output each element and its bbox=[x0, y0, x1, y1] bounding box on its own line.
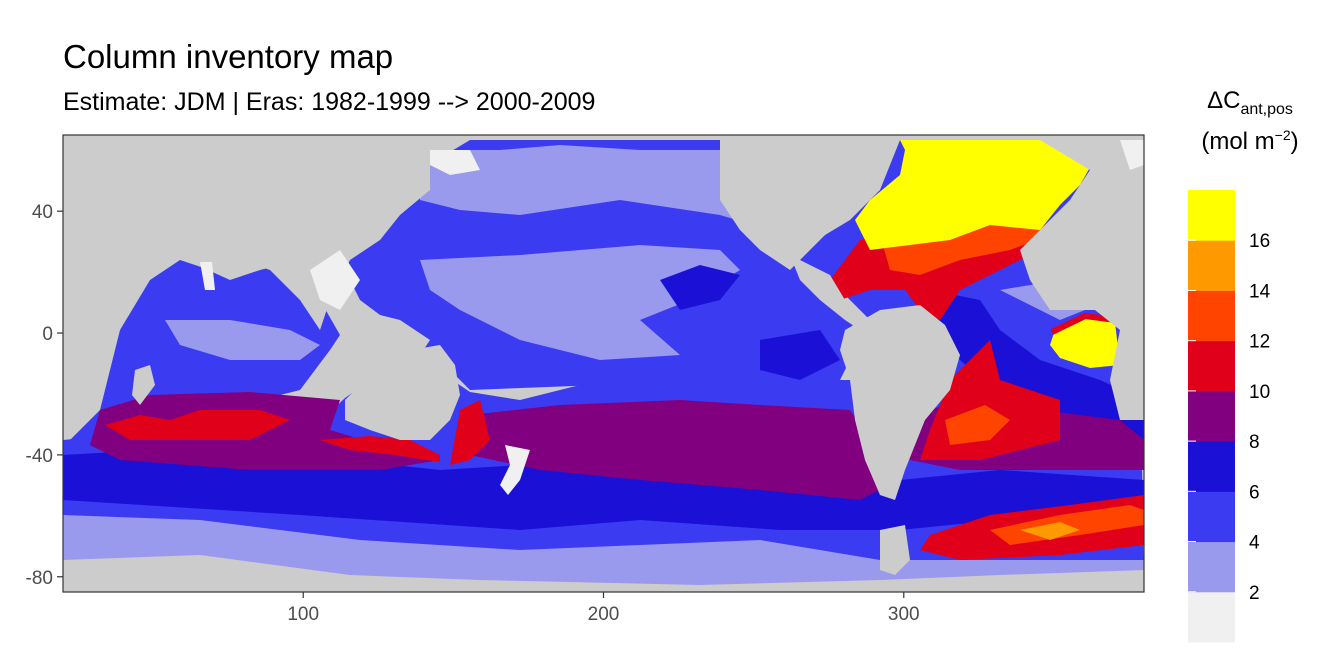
legend-break-label: 8 bbox=[1249, 432, 1260, 453]
land-masses bbox=[63, 135, 1144, 592]
legend-swatch bbox=[1188, 290, 1235, 342]
legend-title: ΔCant,pos (mol m−2) bbox=[1180, 82, 1320, 160]
map-subtitle: Estimate: JDM | Eras: 1982-1999 --> 2000… bbox=[63, 88, 596, 116]
legend-break-label: 4 bbox=[1249, 533, 1260, 554]
light-blue-indian bbox=[165, 320, 320, 360]
legend-swatch bbox=[1188, 591, 1235, 643]
legend-swatch bbox=[1188, 340, 1235, 392]
land-maritime bbox=[320, 300, 430, 355]
purple-southern-pacific bbox=[470, 400, 880, 500]
y-tick-label: 0 bbox=[42, 324, 53, 345]
x-tick-label: 100 bbox=[287, 604, 319, 625]
legend-break-label: 14 bbox=[1249, 281, 1271, 302]
red-tasman bbox=[450, 400, 490, 465]
y-tick-label: 40 bbox=[32, 202, 53, 223]
light-blue-north-pacific bbox=[420, 145, 770, 230]
legend-swatch bbox=[1188, 541, 1235, 593]
legend-color-bar: 2 4 6 8 10 12 14 16 bbox=[1188, 190, 1271, 643]
legend-swatch bbox=[1188, 190, 1235, 241]
equatorial-atlantic-yellow bbox=[1050, 318, 1120, 368]
yellow-orange-weddell bbox=[1020, 522, 1080, 540]
y-tick-label: -40 bbox=[26, 446, 53, 467]
land-central-america bbox=[790, 255, 860, 330]
legend-swatch bbox=[1188, 491, 1235, 543]
y-tick-label: -80 bbox=[26, 568, 53, 589]
red-southern-indian bbox=[105, 410, 290, 440]
legend-title-main: ΔCant,pos bbox=[1207, 87, 1293, 118]
legend-break-label: 12 bbox=[1249, 332, 1270, 353]
light-blue-subtropical-pacific bbox=[420, 245, 740, 360]
land-south-america bbox=[840, 305, 960, 500]
dark-blue-atlantic bbox=[930, 290, 1144, 440]
low-value-areas bbox=[200, 140, 1144, 495]
red-southern-australia bbox=[320, 436, 440, 462]
low-new-zealand bbox=[500, 445, 530, 495]
north-atlantic-yellow bbox=[855, 140, 1100, 250]
legend-break-label: 16 bbox=[1249, 231, 1270, 252]
low-arctic bbox=[430, 150, 480, 175]
low-red-sea bbox=[200, 262, 215, 290]
x-tick-label: 300 bbox=[888, 604, 920, 625]
equatorial-atlantic-red-rim bbox=[1050, 312, 1117, 335]
low-hudson bbox=[1120, 140, 1144, 170]
legend-title-unit: (mol m−2) bbox=[1201, 126, 1299, 155]
land-antarctica-peninsula bbox=[880, 525, 910, 575]
land-asia-left bbox=[63, 135, 140, 250]
orange-south-atlantic bbox=[945, 405, 1010, 445]
legend-swatch bbox=[1188, 441, 1235, 492]
land-africa-europe bbox=[1020, 140, 1144, 420]
legend-swatch bbox=[1188, 390, 1235, 442]
land-australia bbox=[345, 345, 460, 440]
legend-break-label: 2 bbox=[1249, 583, 1260, 604]
land-madagascar bbox=[132, 365, 155, 405]
land-antarctica bbox=[63, 555, 1144, 592]
land-north-america bbox=[720, 140, 900, 270]
dark-blue-pacific-east bbox=[760, 330, 840, 380]
x-tick-label: 200 bbox=[588, 604, 620, 625]
legend-break-label: 10 bbox=[1249, 382, 1270, 403]
legend-swatch bbox=[1188, 240, 1235, 291]
light-blue-southern bbox=[63, 515, 1144, 592]
dark-blue-pacific-center bbox=[660, 265, 740, 310]
legend-break-label: 6 bbox=[1249, 482, 1260, 503]
low-east-asia bbox=[310, 250, 360, 310]
map-title: Column inventory map bbox=[63, 38, 394, 75]
